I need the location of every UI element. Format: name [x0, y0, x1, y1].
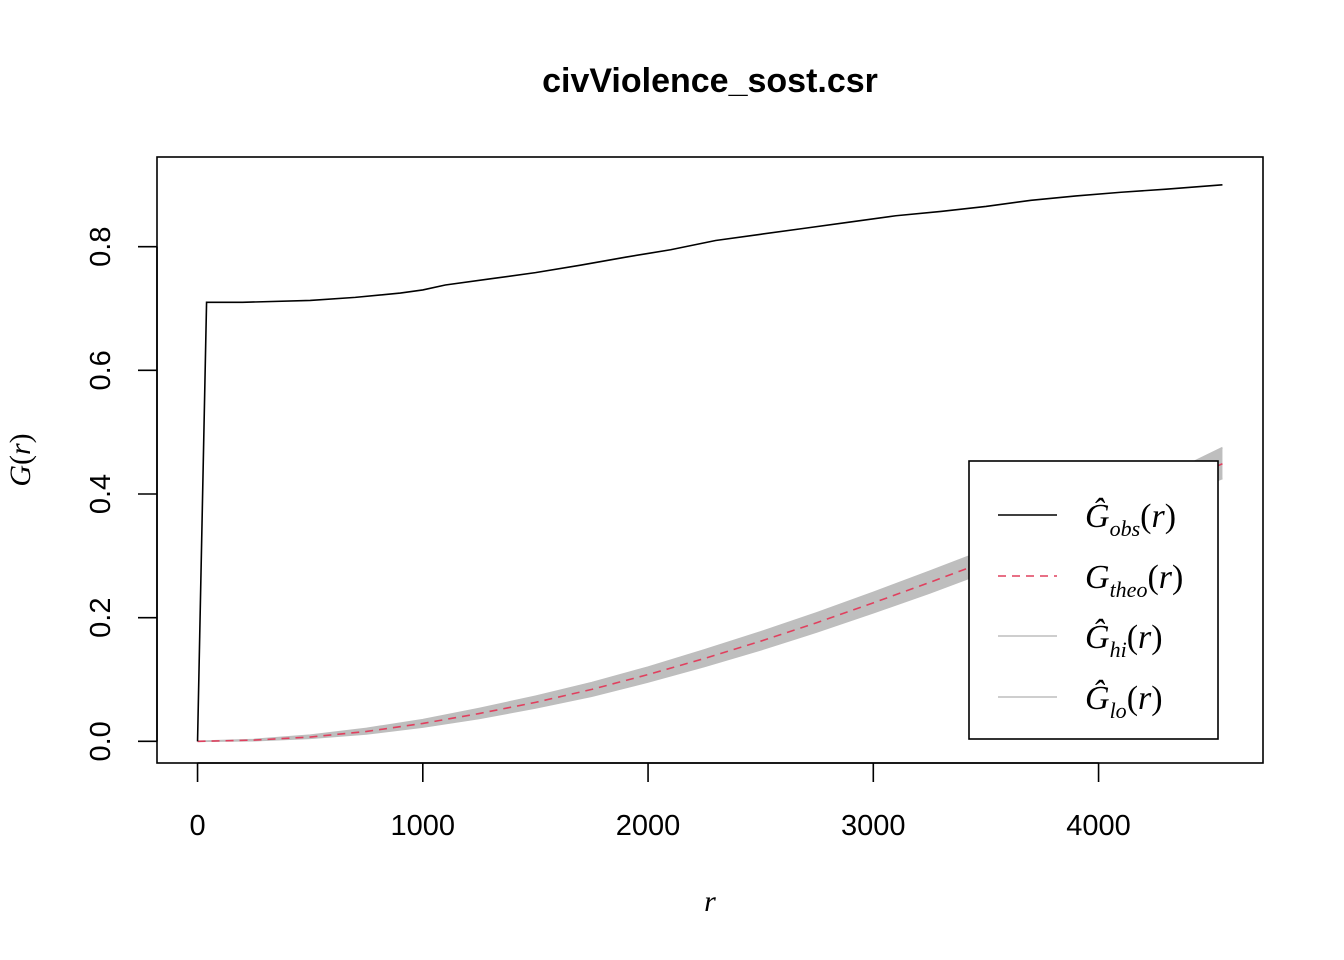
y-axis: 0.0 0.2 0.4 0.6 0.8: [85, 226, 158, 762]
x-tick-label: 1000: [391, 810, 456, 842]
legend-item-theo: Gtheo(r): [998, 559, 1183, 602]
legend-item-hi: Ĝhi(r): [998, 618, 1163, 662]
x-tick-label: 4000: [1066, 810, 1131, 842]
legend-label-lo: Ĝlo(r): [1085, 679, 1163, 723]
legend-label-obs: Ĝobs(r): [1085, 497, 1176, 541]
y-tick-label: 0.0: [85, 721, 117, 761]
y-axis-label-open: (: [4, 455, 37, 465]
legend-item-obs: Ĝobs(r): [998, 497, 1176, 541]
x-tick-label: 2000: [616, 810, 681, 842]
y-tick-label: 0.2: [85, 598, 117, 638]
x-axis: 0 1000 2000 3000 4000: [189, 762, 1131, 842]
y-axis-label-main: G: [4, 465, 37, 487]
y-tick-label: 0.4: [85, 474, 117, 514]
legend-item-lo: Ĝlo(r): [998, 679, 1163, 723]
x-tick-label: 3000: [841, 810, 906, 842]
x-tick-label: 0: [189, 810, 205, 842]
series-line-obs: [196, 184, 1223, 742]
y-axis-label-close: ): [4, 433, 37, 443]
legend-label-hi: Ĝhi(r): [1085, 618, 1163, 662]
y-tick-label: 0.8: [85, 226, 117, 266]
legend-box: [968, 460, 1219, 740]
y-axis-label-arg: r: [4, 443, 37, 455]
legend-label-theo: Gtheo(r): [1085, 559, 1183, 602]
x-axis-label: r: [704, 885, 716, 918]
y-axis-label: G(r): [4, 433, 37, 486]
y-tick-label: 0.6: [85, 350, 117, 390]
svg-text:G(r): G(r): [4, 433, 37, 486]
legend: Ĝobs(r) Gtheo(r) Ĝhi(r) Ĝlo(r): [968, 460, 1219, 740]
chart-title: civViolence_sost.csr: [542, 62, 878, 100]
